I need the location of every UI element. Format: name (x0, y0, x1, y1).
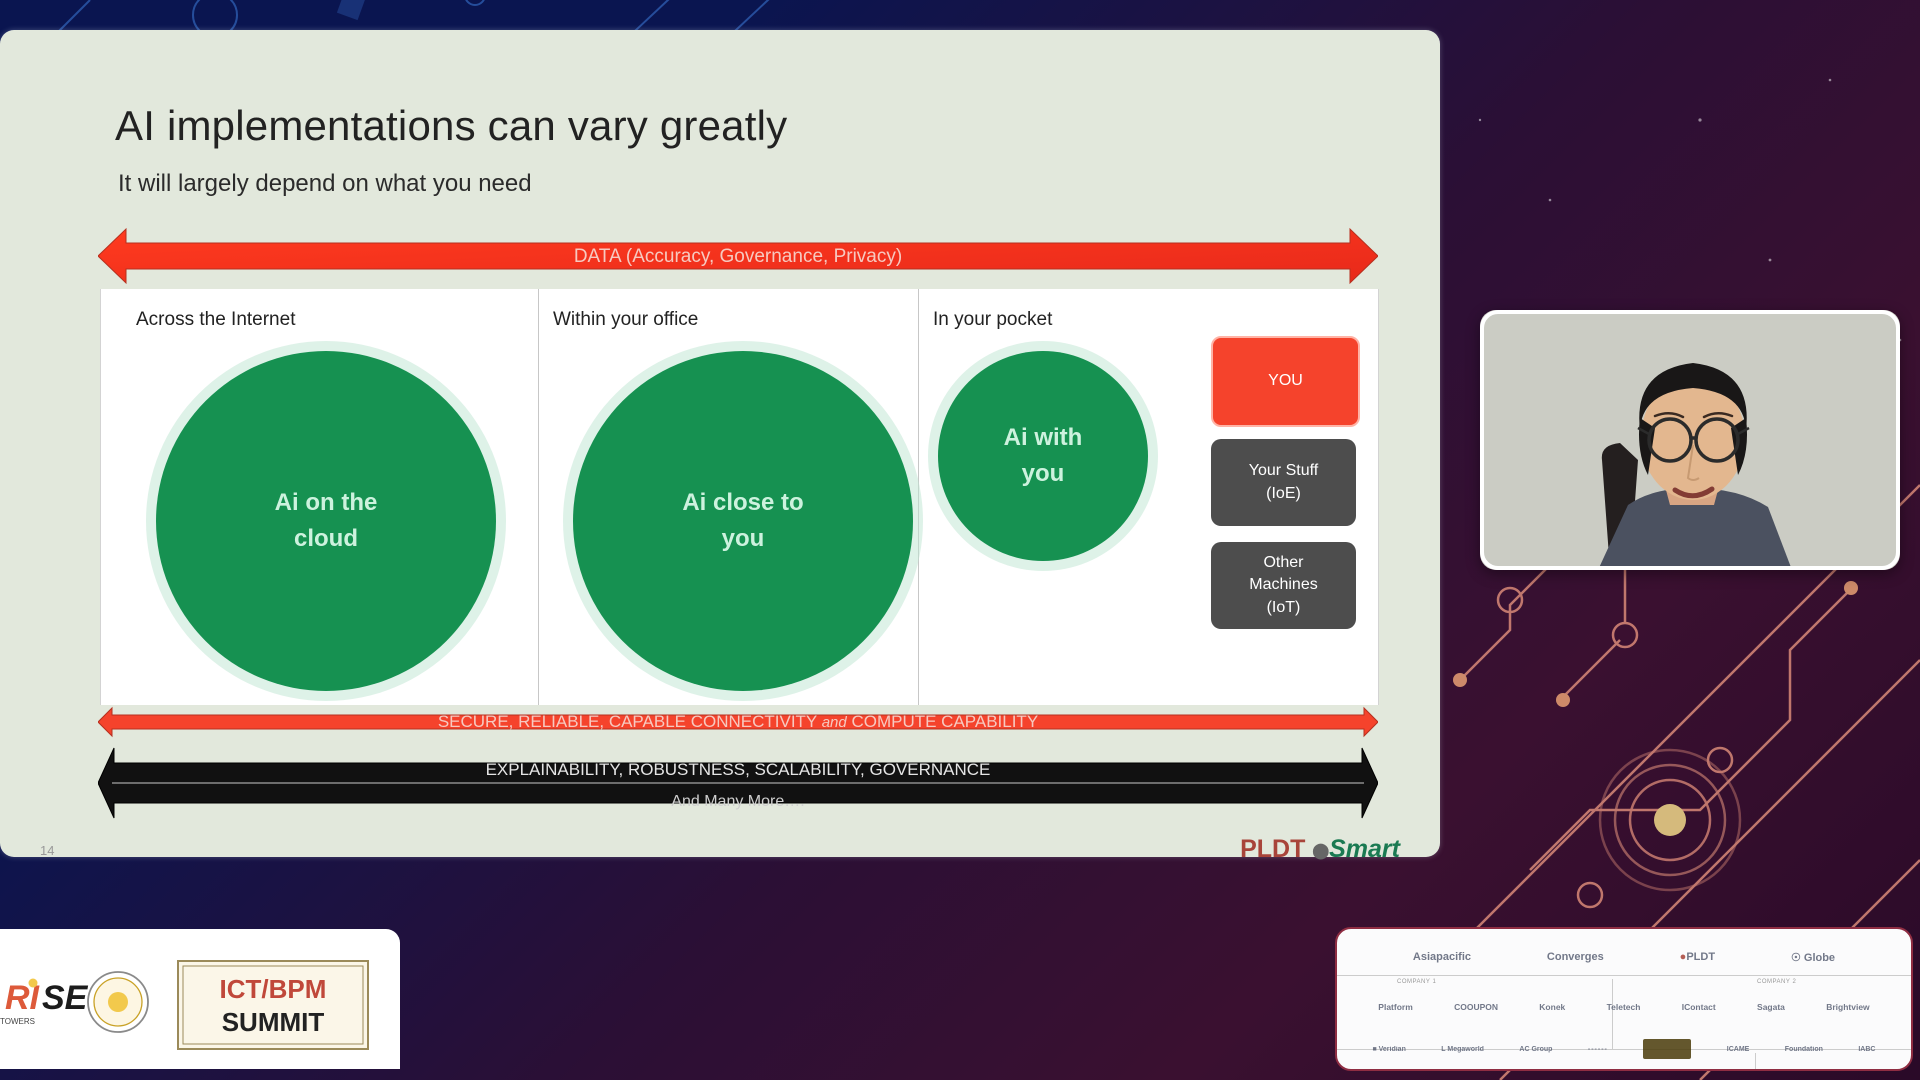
svg-text:SUMMIT: SUMMIT (222, 1007, 325, 1037)
svg-text:And Many More….: And Many More…. (671, 793, 804, 810)
svg-text:SECURE, RELIABLE, CAPABLE CONN: SECURE, RELIABLE, CAPABLE CONNECTIVITY a… (438, 712, 1038, 731)
svg-text:EXPLAINABILITY, ROBUSTNESS, SC: EXPLAINABILITY, ROBUSTNESS, SCALABILITY,… (486, 760, 991, 779)
svg-text:SE: SE (42, 979, 89, 1017)
svg-text:ICT/BPM: ICT/BPM (220, 974, 327, 1004)
svg-text:TOWERS: TOWERS (0, 1017, 35, 1026)
svg-text:DATA (Accuracy, Governance, Pr: DATA (Accuracy, Governance, Privacy) (574, 246, 902, 267)
